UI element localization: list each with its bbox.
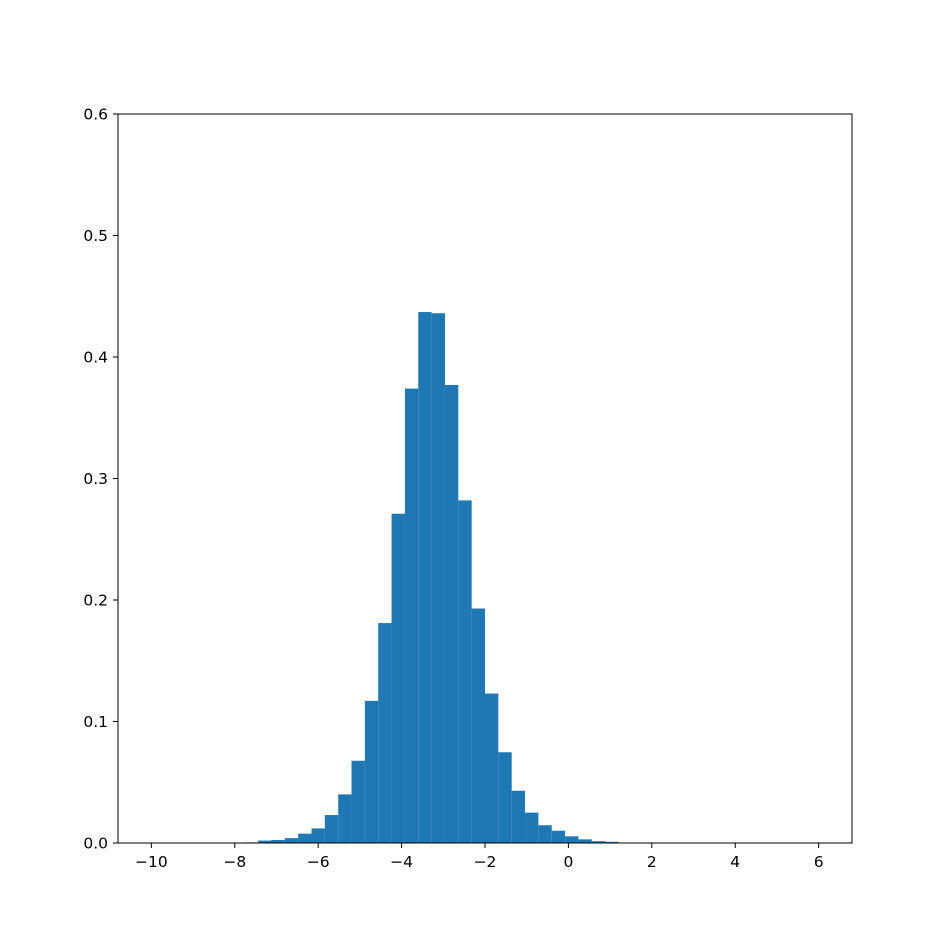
y-tick-label: 0.4 xyxy=(83,349,108,367)
histogram-bar xyxy=(538,825,551,843)
x-tick-label: −4 xyxy=(390,853,413,871)
histogram-bar xyxy=(405,389,418,843)
x-axis: −10 −8 −6 −4 −2 0 2 4 6 xyxy=(135,843,824,871)
histogram-bar xyxy=(498,752,511,843)
bars xyxy=(231,312,645,843)
histogram-bar xyxy=(525,813,538,843)
y-tick-label: 0.5 xyxy=(83,227,108,245)
y-axis: 0.0 0.1 0.2 0.3 0.4 0.5 0.6 xyxy=(83,106,118,853)
histogram-bar xyxy=(472,609,485,843)
histogram-bar xyxy=(312,828,325,843)
y-tick-label: 0.6 xyxy=(83,106,108,124)
histogram-bar xyxy=(298,834,311,843)
x-tick-label: 2 xyxy=(647,853,657,871)
x-tick-label: −8 xyxy=(223,853,246,871)
y-tick-label: 0.2 xyxy=(83,592,108,610)
x-tick-label: −2 xyxy=(474,853,497,871)
x-tick-label: −10 xyxy=(135,853,168,871)
x-tick-label: 6 xyxy=(814,853,824,871)
histogram-bar xyxy=(512,791,525,843)
histogram-bar xyxy=(552,831,565,843)
histogram-bar xyxy=(445,385,458,843)
histogram-bar xyxy=(418,312,431,843)
histogram-bar xyxy=(432,313,445,843)
y-tick-label: 0.3 xyxy=(83,470,108,488)
histogram-bar xyxy=(365,701,378,843)
y-tick-label: 0.0 xyxy=(83,835,108,853)
histogram-bar xyxy=(458,500,471,843)
histogram-bar xyxy=(578,839,591,843)
y-tick-label: 0.1 xyxy=(83,713,108,731)
x-tick-label: 4 xyxy=(730,853,740,871)
histogram-bar xyxy=(325,815,338,843)
histogram-bar xyxy=(485,694,498,843)
histogram-bar xyxy=(378,623,391,843)
x-tick-label: 0 xyxy=(563,853,573,871)
histogram-bar xyxy=(338,794,351,843)
histogram-bar xyxy=(565,836,578,843)
histogram-bar xyxy=(285,838,298,843)
histogram-bar xyxy=(352,761,365,843)
x-tick-label: −6 xyxy=(307,853,330,871)
histogram-bar xyxy=(392,514,405,843)
